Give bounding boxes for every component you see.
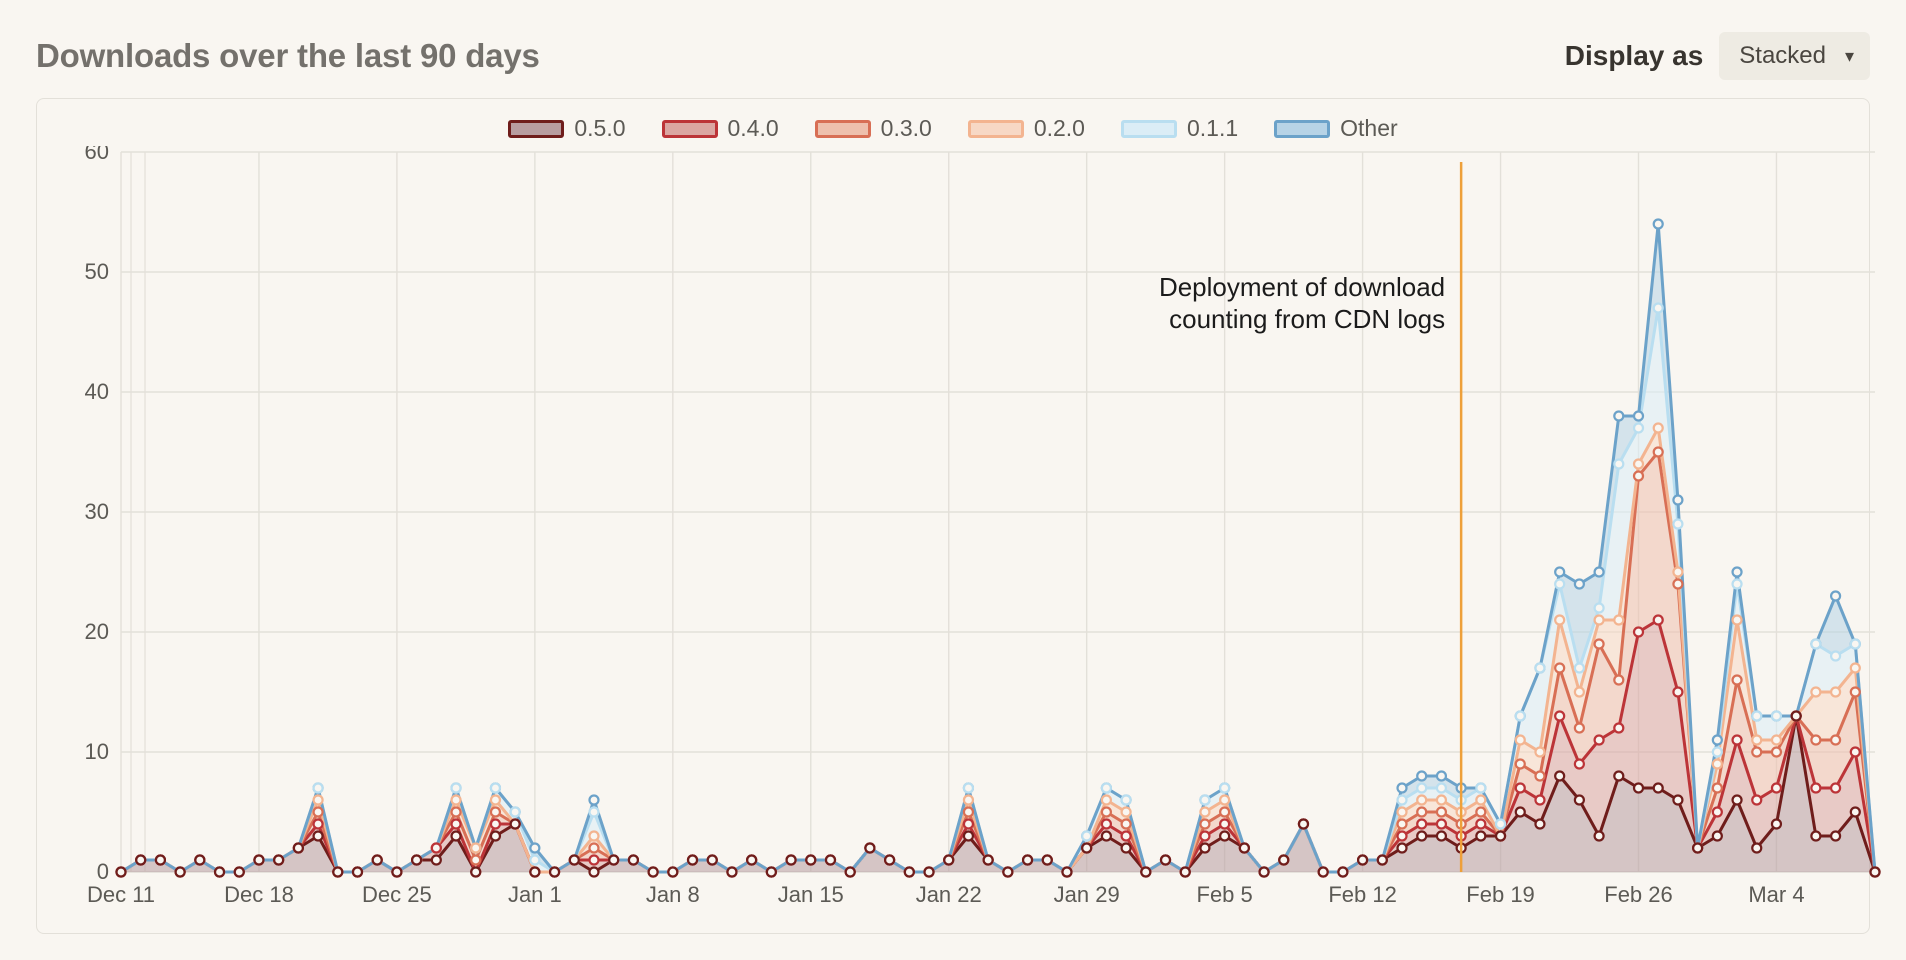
- svg-text:20: 20: [85, 619, 109, 644]
- downloads-stacked-area-chart: 0 10 20 30 40 50 60 Dec 11 Dec 18 Dec 25 Jan 1 Jan …: [55, 146, 1889, 914]
- svg-text:Dec 18: Dec 18: [224, 882, 294, 907]
- svg-text:Jan 29: Jan 29: [1054, 882, 1120, 907]
- svg-text:Feb 26: Feb 26: [1604, 882, 1673, 907]
- legend-label: 0.1.1: [1187, 115, 1238, 142]
- legend-label: 0.3.0: [881, 115, 932, 142]
- svg-text:Jan 1: Jan 1: [508, 882, 562, 907]
- legend-swatch: [968, 120, 1024, 138]
- legend-label: 0.4.0: [728, 115, 779, 142]
- legend-item-v020[interactable]: 0.2.0: [968, 115, 1085, 142]
- chart-title: Downloads over the last 90 days: [36, 37, 540, 75]
- legend-label: 0.2.0: [1034, 115, 1085, 142]
- legend-item-v050[interactable]: 0.5.0: [508, 115, 625, 142]
- svg-text:Jan 8: Jan 8: [646, 882, 700, 907]
- svg-text:10: 10: [85, 739, 109, 764]
- svg-text:0: 0: [97, 859, 109, 884]
- legend-item-v040[interactable]: 0.4.0: [662, 115, 779, 142]
- legend-swatch: [815, 120, 871, 138]
- display-as-label: Display as: [1565, 40, 1704, 72]
- svg-text:Feb 19: Feb 19: [1466, 882, 1535, 907]
- svg-text:50: 50: [85, 259, 109, 284]
- svg-text:Dec 11: Dec 11: [87, 882, 155, 907]
- legend-item-v011[interactable]: 0.1.1: [1121, 115, 1238, 142]
- display-mode-control: Display as Stacked: [1565, 32, 1870, 80]
- chart-legend: 0.5.0 0.4.0 0.3.0 0.2.0 0.1.1 Other: [55, 115, 1851, 142]
- svg-text:Dec 25: Dec 25: [362, 882, 432, 907]
- svg-text:60: 60: [85, 146, 109, 164]
- svg-text:40: 40: [85, 379, 109, 404]
- svg-text:Feb 5: Feb 5: [1197, 882, 1253, 907]
- chart-panel: 0.5.0 0.4.0 0.3.0 0.2.0 0.1.1 Other 0 10 20 30 40…: [36, 98, 1870, 934]
- legend-item-other[interactable]: Other: [1274, 115, 1398, 142]
- svg-text:Jan 22: Jan 22: [916, 882, 982, 907]
- svg-text:Feb 12: Feb 12: [1328, 882, 1397, 907]
- svg-text:Mar 4: Mar 4: [1748, 882, 1804, 907]
- legend-label: Other: [1340, 115, 1398, 142]
- svg-text:30: 30: [85, 499, 109, 524]
- display-mode-select[interactable]: Stacked: [1719, 32, 1870, 80]
- legend-swatch: [662, 120, 718, 138]
- display-mode-value: Stacked: [1739, 42, 1826, 70]
- legend-label: 0.5.0: [574, 115, 625, 142]
- legend-swatch: [1274, 120, 1330, 138]
- legend-item-v030[interactable]: 0.3.0: [815, 115, 932, 142]
- svg-text:Jan 15: Jan 15: [778, 882, 844, 907]
- legend-swatch: [1121, 120, 1177, 138]
- legend-swatch: [508, 120, 564, 138]
- svg-text:Deployment of downloadcounting: Deployment of downloadcounting from CDN …: [1159, 272, 1445, 334]
